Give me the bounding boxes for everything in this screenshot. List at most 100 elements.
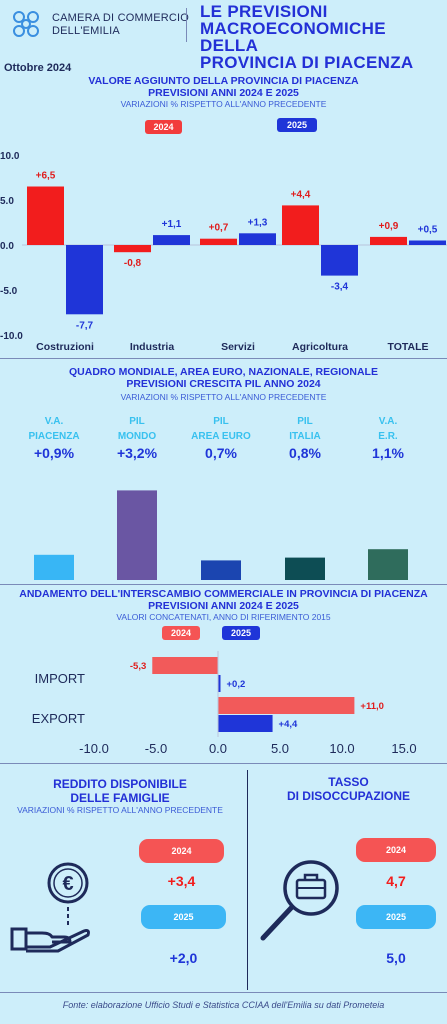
bar-2024-costruzioni	[27, 186, 64, 245]
y-tick-label: -10.0	[0, 331, 23, 342]
data-label: +11,0	[360, 701, 384, 712]
sec1-title: VALORE AGGIUNTO DELLA PROVINCIA DI PIACE…	[88, 75, 359, 99]
data-label: +0,2	[227, 679, 246, 690]
bar-2025-industria	[153, 235, 190, 245]
gdp-growth-chart: V.A. PIACENZA +0,9% PIL MONDO +3,2% PIL AREA EU…	[28, 416, 408, 580]
bar-2025-agricoltura	[321, 245, 358, 276]
data-label: +1,1	[162, 219, 182, 230]
bar-pil-area-euro	[201, 560, 241, 580]
data-label: 1,1%	[372, 445, 404, 461]
bar-2025-import	[218, 675, 221, 692]
section-divider	[0, 992, 447, 993]
data-label: -0,8	[124, 258, 142, 269]
bar-2025-export	[218, 715, 273, 732]
bar-2025-servizi	[239, 233, 276, 245]
data-label: +4,4	[279, 719, 298, 730]
category-label: V.A.	[45, 416, 64, 427]
sec2-subtitle: VARIAZIONI % RISPETTO ALL'ANNO PRECEDENT…	[120, 392, 327, 402]
svg-text:€: €	[62, 873, 73, 895]
category-label: E.R.	[378, 431, 398, 442]
header-divider	[186, 8, 187, 42]
bar-2025-totale	[409, 240, 446, 245]
reddito-subtitle: VARIAZIONI % RISPETTO ALL'ANNO PRECEDENT…	[17, 805, 223, 815]
legend-2025: 2025	[277, 118, 317, 132]
section-divider	[0, 358, 447, 359]
data-label: 0,8%	[289, 445, 321, 461]
bar-v-a-piacenza	[34, 554, 74, 580]
y-tick-label: -5.0	[0, 286, 18, 297]
bar-2024-export	[218, 697, 355, 714]
data-label: 0,7%	[205, 445, 237, 461]
x-tick-label: -10.0	[79, 741, 109, 756]
category-label: PIL	[297, 416, 313, 427]
bar-2024-industria	[114, 245, 151, 253]
y-tick-label: EXPORT	[32, 711, 85, 726]
bar-pil-mondo	[117, 490, 157, 580]
tasso-2025-value: 5,0	[386, 950, 406, 966]
tasso-title: TASSO DI DISOCCUPAZIONE	[286, 775, 411, 803]
data-label: +4,4	[291, 189, 311, 200]
category-label: PIL	[213, 416, 229, 427]
y-tick-label: 0.0	[0, 241, 14, 252]
bar-pil-italia	[285, 557, 325, 580]
reddito-2024-value: +3,4	[167, 873, 196, 889]
x-tick-label: TOTALE	[387, 341, 428, 353]
publication-date: Ottobre 2024	[4, 62, 72, 74]
source-footer: Fonte: elaborazione Ufficio Studi e Stat…	[62, 1000, 385, 1010]
section-divider	[0, 763, 447, 764]
data-label: -5,3	[130, 661, 146, 672]
x-tick-label: 5.0	[271, 741, 289, 756]
category-label: PIL	[129, 416, 145, 427]
brand-name: CAMERA DI COMMERCIO DELL'EMILIA	[52, 12, 190, 37]
bar-2024-totale	[370, 236, 407, 245]
x-tick-label: Costruzioni	[36, 341, 94, 353]
data-label: +6,5	[36, 171, 56, 182]
category-label: ITALIA	[289, 431, 320, 442]
section-divider	[0, 584, 447, 585]
trade-chart: IMPORT -5,3 +0,2 EXPORT +11,0 +4,4 -10.0 -5.0 0.…	[32, 651, 417, 756]
column-divider	[247, 770, 248, 990]
x-tick-label: Industria	[130, 341, 174, 353]
sec1-subtitle: VARIAZIONI % RISPETTO ALL'ANNO PRECEDENT…	[120, 99, 327, 109]
bar-v-a-e-r-	[368, 549, 408, 580]
data-label: -7,7	[76, 320, 94, 331]
tasso-2024-value: 4,7	[386, 873, 406, 889]
reddito-2024-label: 2024	[139, 839, 224, 863]
y-tick-label: 10.0	[0, 151, 20, 162]
value-added-chart: 10.0 5.0 0.0 -5.0 -10.0 +6,5 -7,7 Costruzioni -0…	[0, 151, 447, 353]
legend-2024: 2024	[162, 626, 200, 640]
page-title: LE PREVISIONI MACROECONOMICHE DELLA PROV…	[200, 2, 414, 72]
sec2-title: QUADRO MONDIALE, AREA EURO, NAZIONALE, R…	[69, 366, 378, 390]
category-label: MONDO	[118, 431, 157, 442]
category-label: V.A.	[379, 416, 398, 427]
data-label: +0,5	[418, 225, 438, 236]
bar-2024-servizi	[200, 238, 237, 245]
tasso-2025-label: 2025	[356, 905, 436, 929]
y-tick-label: IMPORT	[35, 671, 85, 686]
x-tick-label: 10.0	[329, 741, 354, 756]
bar-2024-agricoltura	[282, 205, 319, 245]
data-label: +0,7	[209, 223, 229, 234]
data-label: +1,3	[248, 217, 268, 228]
logo-icon	[13, 11, 39, 37]
category-label: PIACENZA	[28, 431, 79, 442]
reddito-2025-label: 2025	[141, 905, 226, 929]
category-label: AREA EURO	[191, 431, 251, 442]
bar-2025-costruzioni	[66, 245, 103, 315]
sec3-title: ANDAMENTO DELL'INTERSCAMBIO COMMERCIALE …	[19, 588, 428, 612]
data-label: -3,4	[331, 282, 349, 293]
hand-coin-icon: €	[10, 862, 90, 953]
x-tick-label: Servizi	[221, 341, 255, 353]
x-tick-label: 15.0	[391, 741, 416, 756]
x-tick-label: -5.0	[145, 741, 167, 756]
reddito-title: REDDITO DISPONIBILE DELLE FAMIGLIE	[53, 777, 187, 805]
bar-2024-import	[152, 657, 218, 674]
sec3-subtitle: VALORI CONCATENATI, ANNO DI RIFERIMENTO …	[116, 612, 331, 622]
x-tick-label: 0.0	[209, 741, 227, 756]
x-tick-label: Agricoltura	[292, 341, 348, 353]
data-label: +0,9%	[34, 445, 75, 461]
data-label: +0,9	[379, 221, 399, 232]
reddito-2025-value: +2,0	[169, 950, 198, 966]
tasso-2024-label: 2024	[356, 838, 436, 862]
legend-2025: 2025	[222, 626, 260, 640]
